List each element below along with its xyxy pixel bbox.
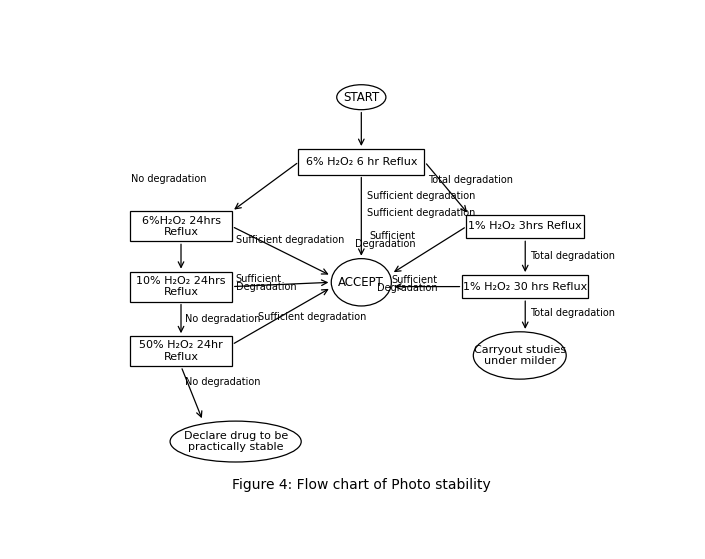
Text: No degradation: No degradation xyxy=(185,314,261,324)
FancyBboxPatch shape xyxy=(130,272,231,302)
Text: Total degradation: Total degradation xyxy=(529,250,615,260)
Text: Declare drug to be
practically stable: Declare drug to be practically stable xyxy=(183,431,288,452)
FancyBboxPatch shape xyxy=(130,211,231,241)
Text: Sufficient degradation: Sufficient degradation xyxy=(367,209,475,219)
FancyBboxPatch shape xyxy=(467,215,584,238)
Text: 1% H₂O₂ 3hrs Reflux: 1% H₂O₂ 3hrs Reflux xyxy=(468,221,582,231)
Text: Sufficient: Sufficient xyxy=(235,274,282,284)
Ellipse shape xyxy=(337,85,386,110)
Text: Total degradation: Total degradation xyxy=(428,175,513,185)
Text: 1% H₂O₂ 30 hrs Reflux: 1% H₂O₂ 30 hrs Reflux xyxy=(463,282,587,292)
Ellipse shape xyxy=(331,259,391,306)
FancyBboxPatch shape xyxy=(298,149,424,174)
Text: Sufficient degradation: Sufficient degradation xyxy=(235,235,344,245)
FancyBboxPatch shape xyxy=(130,336,231,366)
Ellipse shape xyxy=(473,332,566,379)
Text: No degradation: No degradation xyxy=(130,174,207,184)
Text: Sufficient degradation: Sufficient degradation xyxy=(257,312,366,322)
Text: Carryout studies
under milder: Carryout studies under milder xyxy=(474,345,566,366)
Text: 6% H₂O₂ 6 hr Reflux: 6% H₂O₂ 6 hr Reflux xyxy=(305,157,417,167)
Text: Sufficient: Sufficient xyxy=(370,231,416,241)
Text: Total degradation: Total degradation xyxy=(529,308,615,318)
Text: No degradation: No degradation xyxy=(185,377,261,387)
Text: Figure 4: Flow chart of Photo stability: Figure 4: Flow chart of Photo stability xyxy=(232,479,491,492)
FancyBboxPatch shape xyxy=(462,275,588,299)
Ellipse shape xyxy=(170,421,301,462)
Text: Sufficient: Sufficient xyxy=(392,275,438,285)
Text: 50% H₂O₂ 24hr
Reflux: 50% H₂O₂ 24hr Reflux xyxy=(139,340,223,362)
Text: Degradation: Degradation xyxy=(235,282,296,292)
Text: 10% H₂O₂ 24hrs
Reflux: 10% H₂O₂ 24hrs Reflux xyxy=(136,276,226,297)
Text: 6%H₂O₂ 24hrs
Reflux: 6%H₂O₂ 24hrs Reflux xyxy=(142,216,221,237)
Text: Sufficient degradation: Sufficient degradation xyxy=(367,191,475,201)
Text: START: START xyxy=(343,91,379,104)
Text: ACCEPT: ACCEPT xyxy=(338,276,384,289)
Text: Degradation: Degradation xyxy=(377,283,438,293)
Text: Degradation: Degradation xyxy=(355,239,416,249)
